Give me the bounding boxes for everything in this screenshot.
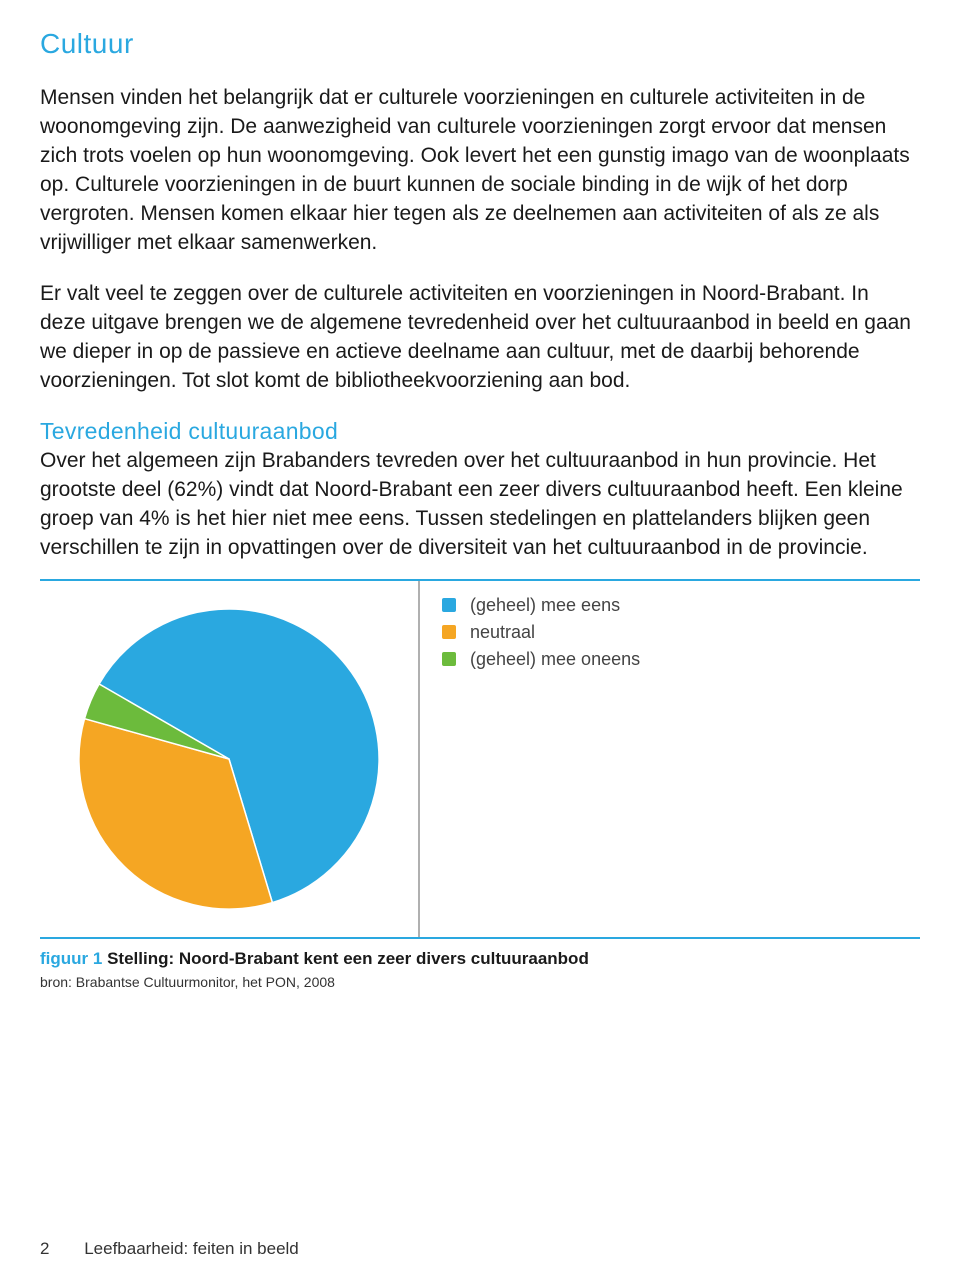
pie-chart-panel xyxy=(40,581,420,937)
section-heading: Tevredenheid cultuuraanbod xyxy=(40,418,920,445)
page-title: Cultuur xyxy=(40,28,920,60)
legend-item-1: neutraal xyxy=(442,622,898,643)
figure-number: figuur 1 xyxy=(40,949,102,968)
legend-swatch-icon xyxy=(442,625,456,639)
page-footer: 2 Leefbaarheid: feiten in beeld xyxy=(0,1239,960,1259)
legend-label: (geheel) mee eens xyxy=(470,595,620,616)
legend-panel: (geheel) mee eens neutraal (geheel) mee on… xyxy=(420,581,920,937)
intro-paragraph-2: Er valt veel te zeggen over de culturele… xyxy=(40,280,920,396)
figure-title: Stelling: Noord-Brabant kent een zeer di… xyxy=(107,949,589,968)
legend-swatch-icon xyxy=(442,652,456,666)
legend-swatch-icon xyxy=(442,598,456,612)
figure-container: (geheel) mee eens neutraal (geheel) mee on… xyxy=(40,579,920,939)
legend-label: neutraal xyxy=(470,622,535,643)
figure-caption: figuur 1 Stelling: Noord-Brabant kent ee… xyxy=(40,949,920,990)
legend-label: (geheel) mee oneens xyxy=(470,649,640,670)
page-number: 2 xyxy=(40,1239,49,1258)
legend-item-0: (geheel) mee eens xyxy=(442,595,898,616)
running-title: Leefbaarheid: feiten in beeld xyxy=(84,1239,299,1258)
pie-chart xyxy=(54,579,404,939)
figure-source: bron: Brabantse Cultuurmonitor, het PON,… xyxy=(40,974,920,990)
intro-paragraph-1: Mensen vinden het belangrijk dat er cult… xyxy=(40,84,920,258)
section-body: Over het algemeen zijn Brabanders tevred… xyxy=(40,447,920,563)
legend-item-2: (geheel) mee oneens xyxy=(442,649,898,670)
